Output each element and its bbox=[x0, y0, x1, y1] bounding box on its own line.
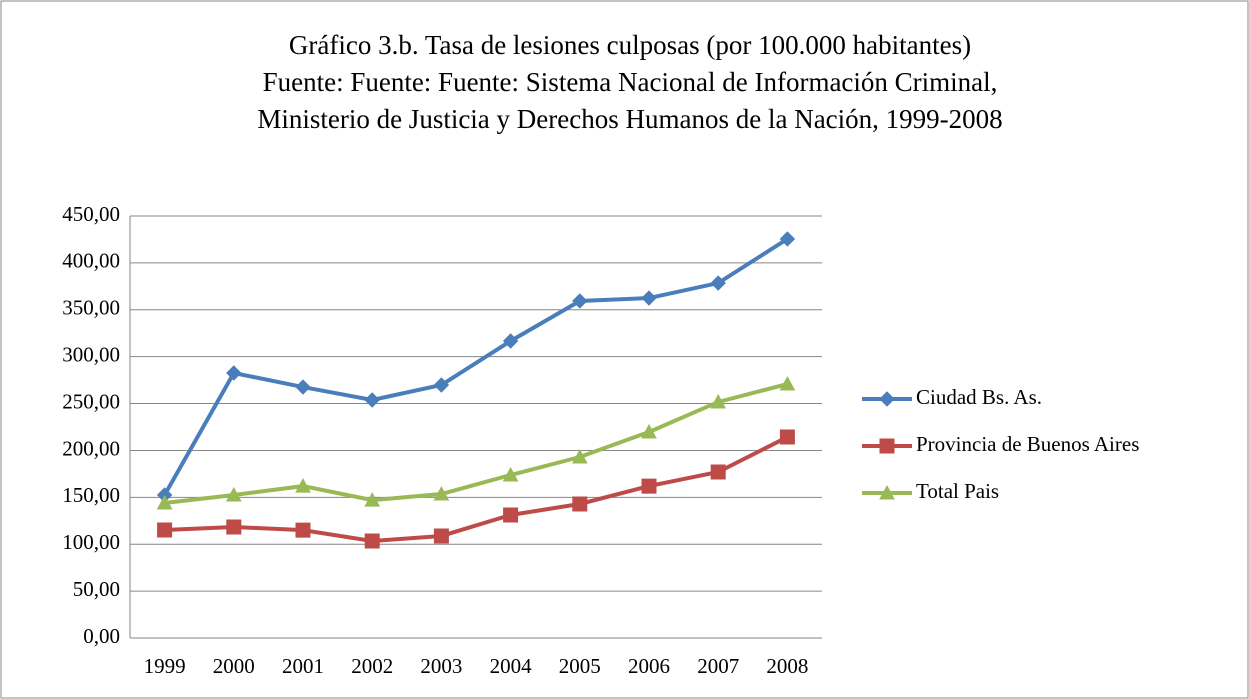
y-tick-label: 100,00 bbox=[62, 530, 120, 554]
point bbox=[779, 375, 796, 391]
x-tick-label: 2006 bbox=[628, 654, 670, 678]
point bbox=[503, 507, 519, 523]
legend-label: Provincia de Buenos Aires bbox=[916, 432, 1139, 456]
point bbox=[433, 377, 450, 393]
legend-label: Ciudad Bs. As. bbox=[916, 385, 1042, 409]
legend-marker bbox=[879, 484, 895, 500]
point bbox=[295, 522, 311, 538]
chart-title: Gráfico 3.b. Tasa de lesiones culposas (… bbox=[289, 30, 971, 60]
point bbox=[364, 533, 380, 549]
y-tick-label: 0,00 bbox=[83, 624, 120, 648]
y-tick-label: 200,00 bbox=[62, 436, 120, 460]
point bbox=[364, 492, 381, 507]
y-tick-label: 300,00 bbox=[62, 342, 120, 366]
x-tick-label: 2001 bbox=[282, 654, 324, 678]
point bbox=[710, 464, 726, 480]
y-tick-label: 150,00 bbox=[62, 483, 120, 507]
legend-marker bbox=[879, 438, 895, 454]
point bbox=[572, 293, 588, 309]
point bbox=[433, 528, 449, 544]
y-tick-label: 350,00 bbox=[62, 296, 120, 320]
series-line bbox=[162, 237, 789, 496]
x-tick-label: 2005 bbox=[559, 654, 601, 678]
point bbox=[295, 379, 311, 395]
point bbox=[572, 496, 588, 512]
point bbox=[641, 423, 657, 439]
x-tick-label: 2004 bbox=[490, 654, 533, 678]
legend-label: Total Pais bbox=[916, 479, 999, 503]
point bbox=[225, 486, 242, 502]
chart-title: Fuente: Fuente: Fuente: Sistema Nacional… bbox=[263, 67, 998, 97]
legend-marker bbox=[879, 391, 895, 407]
point bbox=[295, 478, 311, 493]
y-tick-label: 250,00 bbox=[62, 389, 120, 413]
chart-title: Ministerio de Justicia y Derechos Humano… bbox=[257, 104, 1002, 134]
point bbox=[502, 333, 519, 349]
point bbox=[641, 290, 657, 306]
point bbox=[364, 392, 380, 408]
point bbox=[710, 275, 726, 291]
y-tick-label: 50,00 bbox=[73, 577, 120, 601]
x-tick-label: 2008 bbox=[766, 654, 808, 678]
point bbox=[226, 519, 242, 535]
x-tick-label: 2003 bbox=[420, 654, 462, 678]
point bbox=[433, 485, 450, 501]
x-tick-label: 2002 bbox=[351, 654, 393, 678]
series-line bbox=[164, 382, 788, 505]
point bbox=[157, 522, 173, 538]
x-tick-label: 2000 bbox=[213, 654, 255, 678]
series-line bbox=[164, 435, 789, 544]
point bbox=[641, 478, 657, 494]
y-tick-label: 450,00 bbox=[62, 202, 120, 226]
point bbox=[571, 448, 588, 464]
point bbox=[779, 231, 796, 247]
point bbox=[502, 466, 519, 482]
point bbox=[710, 393, 727, 409]
y-tick-label: 400,00 bbox=[62, 249, 120, 273]
x-tick-label: 1999 bbox=[144, 654, 186, 678]
point bbox=[779, 429, 795, 445]
point bbox=[156, 494, 173, 510]
point bbox=[226, 365, 242, 381]
x-tick-label: 2007 bbox=[697, 654, 739, 678]
